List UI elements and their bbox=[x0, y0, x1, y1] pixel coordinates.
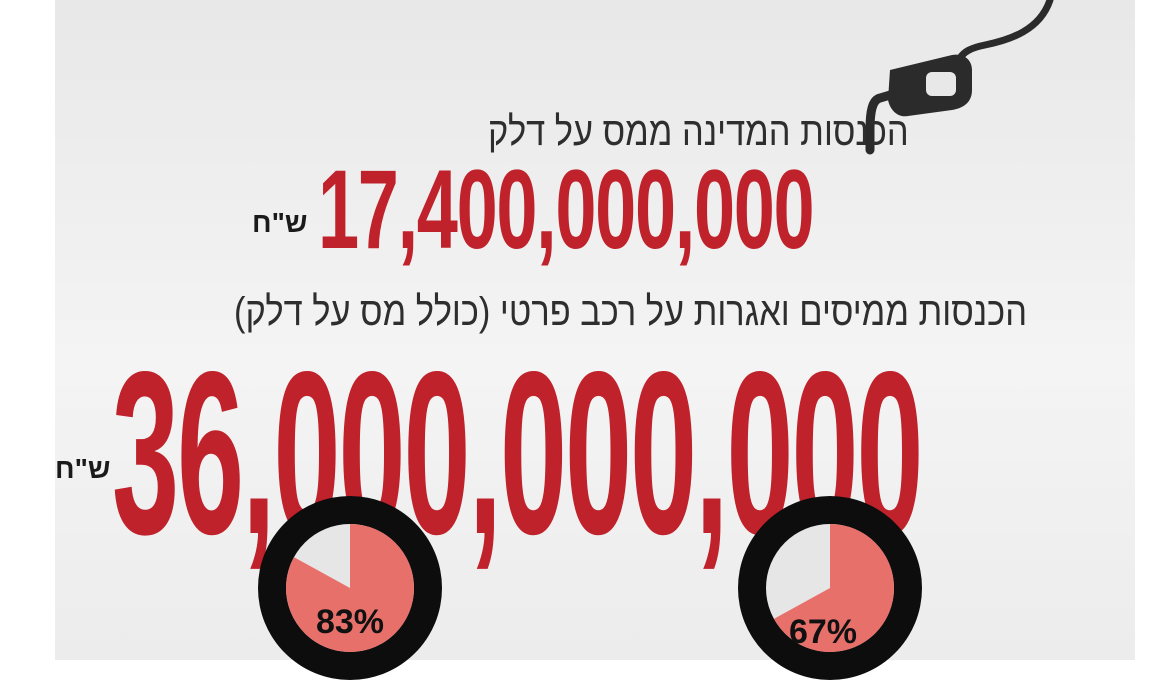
fuel-tax-amount: 17,400,000,000 bbox=[318, 147, 815, 272]
vehicle-tax-headline: הכנסות ממיסים ואגרות על רכב פרטי (כולל מ… bbox=[234, 290, 1028, 334]
background-panel bbox=[55, 0, 1135, 660]
wheel-percentage-label: 67% bbox=[789, 613, 857, 651]
fuel-tax-currency: ש"ח bbox=[252, 207, 308, 238]
vehicle-tax-currency: ש"ח bbox=[55, 453, 111, 484]
fuel-tax-headline: הכנסות המדינה ממס על דלק bbox=[488, 110, 909, 154]
wheel-percentage-label: 83% bbox=[316, 603, 384, 641]
pie-slice bbox=[773, 524, 894, 652]
pie-slice bbox=[286, 524, 414, 652]
fuel-nozzle-icon bbox=[865, 0, 1054, 155]
wheel-pie-left: 83% bbox=[258, 496, 442, 680]
wheel-pie-right: 67% bbox=[738, 496, 922, 680]
